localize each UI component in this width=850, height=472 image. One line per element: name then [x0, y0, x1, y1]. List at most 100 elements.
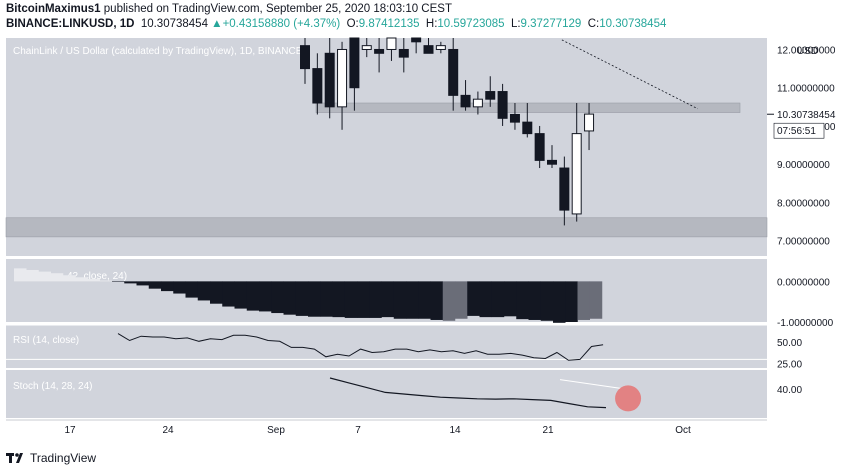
candle-body — [361, 45, 372, 50]
candle-body — [448, 48, 459, 96]
histogram-bar — [271, 281, 284, 314]
candle — [472, 91, 483, 115]
price-axis-tick-label: 11.00000000 — [777, 84, 835, 95]
histogram-bar — [565, 281, 578, 322]
histogram-bar — [295, 281, 309, 316]
price-axis-tick-label: 8.00000000 — [777, 198, 830, 209]
candle-body — [411, 37, 422, 43]
histogram-legend: 42, close, 24) — [67, 271, 127, 282]
candle — [312, 53, 323, 115]
histogram-bar — [528, 281, 541, 320]
axes: 12.0000000011.0000000010.000000009.00000… — [6, 45, 845, 436]
countdown-label: 07:56:51 — [777, 126, 816, 137]
candle-body — [337, 48, 348, 108]
countdown-badge — [773, 122, 825, 139]
candle-body — [435, 45, 446, 50]
stoch-legend: Stoch (14, 28, 24) — [13, 381, 93, 392]
histogram-bar — [197, 281, 211, 301]
candle — [423, 38, 434, 54]
stoch-pane-background — [6, 370, 767, 418]
stoch-line — [329, 377, 607, 409]
histogram-bar — [332, 281, 345, 318]
histogram-bar — [87, 278, 100, 282]
histogram-bar — [467, 281, 480, 316]
close-label: C: — [587, 18, 600, 30]
histogram-bar — [14, 268, 27, 282]
histogram-axis-tick-label: -1.00000000 — [777, 318, 834, 329]
histogram-bar — [430, 281, 443, 320]
histogram-bar — [222, 281, 235, 307]
symbol-label[interactable]: BINANCE:LINKUSD, 1D — [6, 18, 135, 30]
price-change: +0.43158880 (+4.37%) — [222, 18, 341, 30]
candle — [349, 37, 360, 111]
histogram-bar — [283, 281, 296, 315]
time-axis-tick-label: 21 — [542, 425, 554, 436]
histogram-bar — [50, 273, 64, 282]
stoch-pane[interactable]: Stoch (14, 28, 24) — [13, 377, 642, 412]
author-name[interactable]: BitcoinMaximus1 — [6, 3, 101, 15]
open-value: 9.87412135 — [358, 18, 420, 30]
candle-body — [300, 45, 310, 70]
candle — [497, 83, 508, 126]
candle-body — [349, 37, 360, 89]
candle — [448, 38, 459, 111]
histogram-bar — [234, 281, 247, 309]
price-pane[interactable]: ChainLink / US Dollar (calculated by Tra… — [5, 37, 768, 238]
last-price-label: 10.30738454 — [777, 110, 836, 121]
candle-body — [386, 37, 397, 50]
histogram-bar — [369, 281, 382, 318]
histogram-bar — [63, 275, 76, 282]
time-axis-tick-label: 24 — [162, 425, 174, 436]
candle — [337, 41, 348, 130]
candle-body — [571, 133, 582, 215]
histogram-bar — [161, 281, 174, 292]
tradingview-brand[interactable]: TradingView — [30, 451, 97, 465]
candle — [485, 76, 496, 107]
candle — [584, 103, 595, 151]
candle — [509, 103, 520, 130]
close-value: 10.30738454 — [599, 18, 667, 30]
stoch-reference-line — [559, 379, 621, 389]
ohlc-line: BINANCE:LINKUSD, 1D 10.30738454 ▲+0.4315… — [6, 18, 666, 30]
histogram-bar — [185, 281, 198, 298]
published-text: published on TradingView.com, September … — [100, 3, 452, 15]
rsi-axis-tick-label: 25.00 — [777, 360, 802, 371]
price-pane-title: ChainLink / US Dollar (calculated by Tra… — [13, 46, 303, 57]
rsi-pane[interactable]: RSI (14, close) — [6, 324, 767, 361]
price-axis-tick-label: 12.00000000 — [777, 45, 836, 56]
candle-body — [522, 121, 533, 135]
histogram-bar — [148, 281, 162, 289]
currency-label: USD — [797, 46, 818, 57]
candle — [361, 38, 372, 58]
chart-header: BitcoinMaximus1 published on TradingView… — [6, 0, 846, 36]
histogram-bar — [479, 281, 492, 318]
rsi-legend: RSI (14, close) — [13, 335, 79, 346]
time-axis-tick-label: 17 — [64, 425, 76, 436]
histogram-bar — [259, 281, 272, 312]
rsi-axis-tick-label: 50.00 — [777, 338, 802, 349]
histogram-bar — [491, 281, 505, 318]
candle — [522, 103, 533, 138]
histogram-bar — [516, 281, 529, 320]
high-label: H: — [425, 18, 438, 30]
publish-line: BitcoinMaximus1 published on TradingView… — [6, 3, 452, 15]
histogram-bar — [357, 281, 370, 318]
price-axis-tick-label: 9.00000000 — [777, 160, 830, 171]
candle-body — [398, 48, 409, 58]
horizontal-zone — [5, 217, 768, 238]
histogram-bar — [320, 281, 333, 317]
price-axis-background — [767, 38, 848, 418]
candle — [559, 156, 570, 226]
candle — [460, 80, 471, 111]
rsi-pane-background — [6, 325, 767, 368]
histogram-bar — [442, 281, 456, 321]
low-value: 9.37277129 — [520, 18, 582, 30]
candle-body — [374, 48, 385, 54]
histogram-bar — [173, 281, 186, 294]
histogram-pane[interactable]: 42, close, 24) — [14, 268, 603, 323]
tradingview-logo-icon[interactable] — [6, 451, 26, 465]
candle-body — [497, 91, 508, 119]
candle — [571, 103, 582, 222]
candle-body — [547, 159, 557, 165]
